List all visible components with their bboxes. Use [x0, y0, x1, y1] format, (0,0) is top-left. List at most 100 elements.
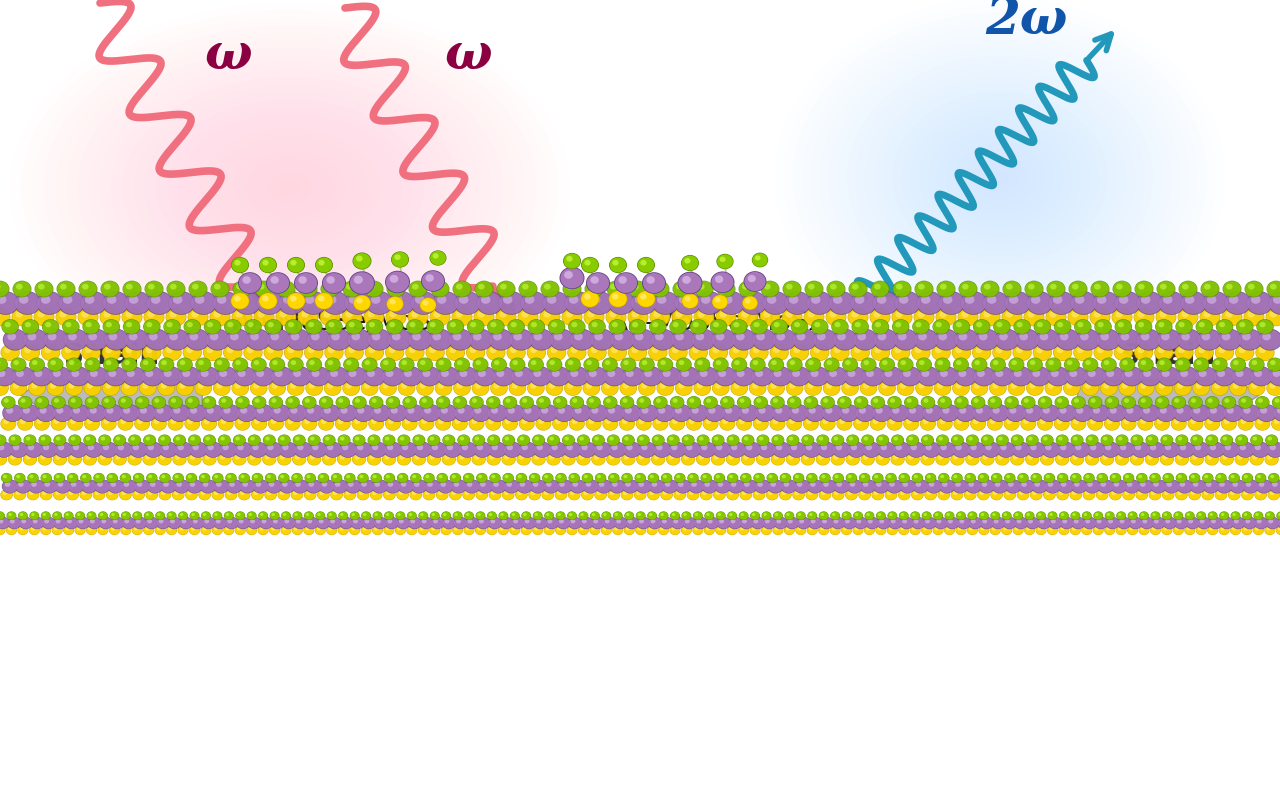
Ellipse shape [173, 479, 189, 494]
Ellipse shape [790, 399, 795, 403]
Ellipse shape [493, 368, 515, 386]
Ellipse shape [791, 320, 808, 335]
Ellipse shape [55, 491, 60, 495]
Ellipse shape [637, 291, 655, 308]
Ellipse shape [296, 520, 301, 524]
Ellipse shape [1051, 520, 1056, 524]
Ellipse shape [198, 473, 210, 483]
Ellipse shape [1129, 528, 1133, 531]
Ellipse shape [1251, 435, 1262, 446]
Ellipse shape [168, 517, 182, 529]
Ellipse shape [854, 517, 868, 529]
Ellipse shape [1149, 526, 1161, 536]
Ellipse shape [991, 399, 996, 403]
Ellipse shape [564, 381, 581, 396]
Ellipse shape [669, 320, 687, 335]
Ellipse shape [960, 520, 964, 524]
Ellipse shape [1194, 367, 1217, 387]
Ellipse shape [431, 528, 435, 531]
Ellipse shape [993, 320, 1011, 335]
Ellipse shape [782, 475, 786, 479]
Ellipse shape [168, 518, 180, 529]
Ellipse shape [744, 437, 749, 441]
Ellipse shape [134, 513, 138, 516]
Ellipse shape [306, 480, 321, 493]
Ellipse shape [712, 329, 736, 351]
Ellipse shape [728, 517, 742, 529]
Ellipse shape [1123, 397, 1135, 409]
Ellipse shape [952, 480, 968, 493]
Ellipse shape [673, 520, 678, 524]
Ellipse shape [407, 308, 429, 327]
Ellipse shape [1117, 518, 1130, 529]
Ellipse shape [1125, 371, 1133, 377]
Ellipse shape [475, 437, 479, 441]
Ellipse shape [893, 455, 899, 460]
Ellipse shape [319, 418, 333, 430]
Ellipse shape [430, 251, 447, 267]
Ellipse shape [652, 330, 675, 350]
Ellipse shape [225, 490, 237, 500]
Ellipse shape [50, 368, 70, 386]
Ellipse shape [420, 513, 424, 516]
Ellipse shape [1160, 454, 1174, 466]
Ellipse shape [205, 329, 230, 351]
Ellipse shape [1105, 526, 1115, 535]
Ellipse shape [556, 399, 561, 403]
Ellipse shape [225, 513, 229, 516]
Ellipse shape [128, 454, 142, 466]
Ellipse shape [115, 437, 120, 441]
Ellipse shape [239, 274, 261, 294]
Ellipse shape [0, 435, 6, 446]
Ellipse shape [1117, 323, 1124, 328]
Ellipse shape [1266, 435, 1277, 446]
Ellipse shape [1041, 435, 1053, 446]
Ellipse shape [1070, 454, 1084, 466]
Ellipse shape [1027, 381, 1043, 396]
Ellipse shape [1112, 309, 1132, 326]
Ellipse shape [111, 528, 115, 531]
Ellipse shape [1164, 474, 1174, 483]
Ellipse shape [1057, 442, 1075, 459]
Ellipse shape [602, 517, 616, 529]
Ellipse shape [196, 358, 211, 372]
Ellipse shape [845, 361, 851, 365]
Ellipse shape [628, 320, 646, 335]
Ellipse shape [608, 435, 620, 446]
Ellipse shape [1093, 526, 1103, 536]
Ellipse shape [1265, 526, 1275, 535]
Ellipse shape [99, 512, 108, 520]
Ellipse shape [1268, 367, 1280, 387]
Ellipse shape [557, 491, 562, 495]
Ellipse shape [1212, 381, 1228, 396]
Ellipse shape [847, 371, 855, 377]
Ellipse shape [312, 445, 319, 450]
Ellipse shape [575, 408, 581, 414]
Ellipse shape [1023, 405, 1043, 422]
Ellipse shape [106, 490, 118, 500]
Ellipse shape [590, 277, 599, 284]
Ellipse shape [232, 294, 248, 309]
Ellipse shape [143, 512, 154, 520]
Ellipse shape [492, 358, 507, 372]
Ellipse shape [152, 405, 173, 422]
Ellipse shape [717, 281, 736, 298]
Ellipse shape [87, 517, 101, 529]
Ellipse shape [38, 435, 51, 446]
Ellipse shape [328, 348, 334, 353]
Ellipse shape [865, 512, 874, 520]
Ellipse shape [923, 399, 928, 403]
Ellipse shape [829, 292, 854, 315]
Ellipse shape [1056, 406, 1075, 422]
Ellipse shape [349, 512, 360, 520]
Ellipse shape [750, 512, 760, 520]
Ellipse shape [93, 473, 105, 483]
Ellipse shape [86, 526, 97, 536]
Ellipse shape [992, 344, 1011, 361]
Ellipse shape [492, 445, 498, 450]
Ellipse shape [0, 367, 15, 387]
Ellipse shape [411, 520, 415, 524]
Ellipse shape [895, 323, 901, 328]
Ellipse shape [81, 473, 91, 483]
Ellipse shape [248, 435, 261, 446]
